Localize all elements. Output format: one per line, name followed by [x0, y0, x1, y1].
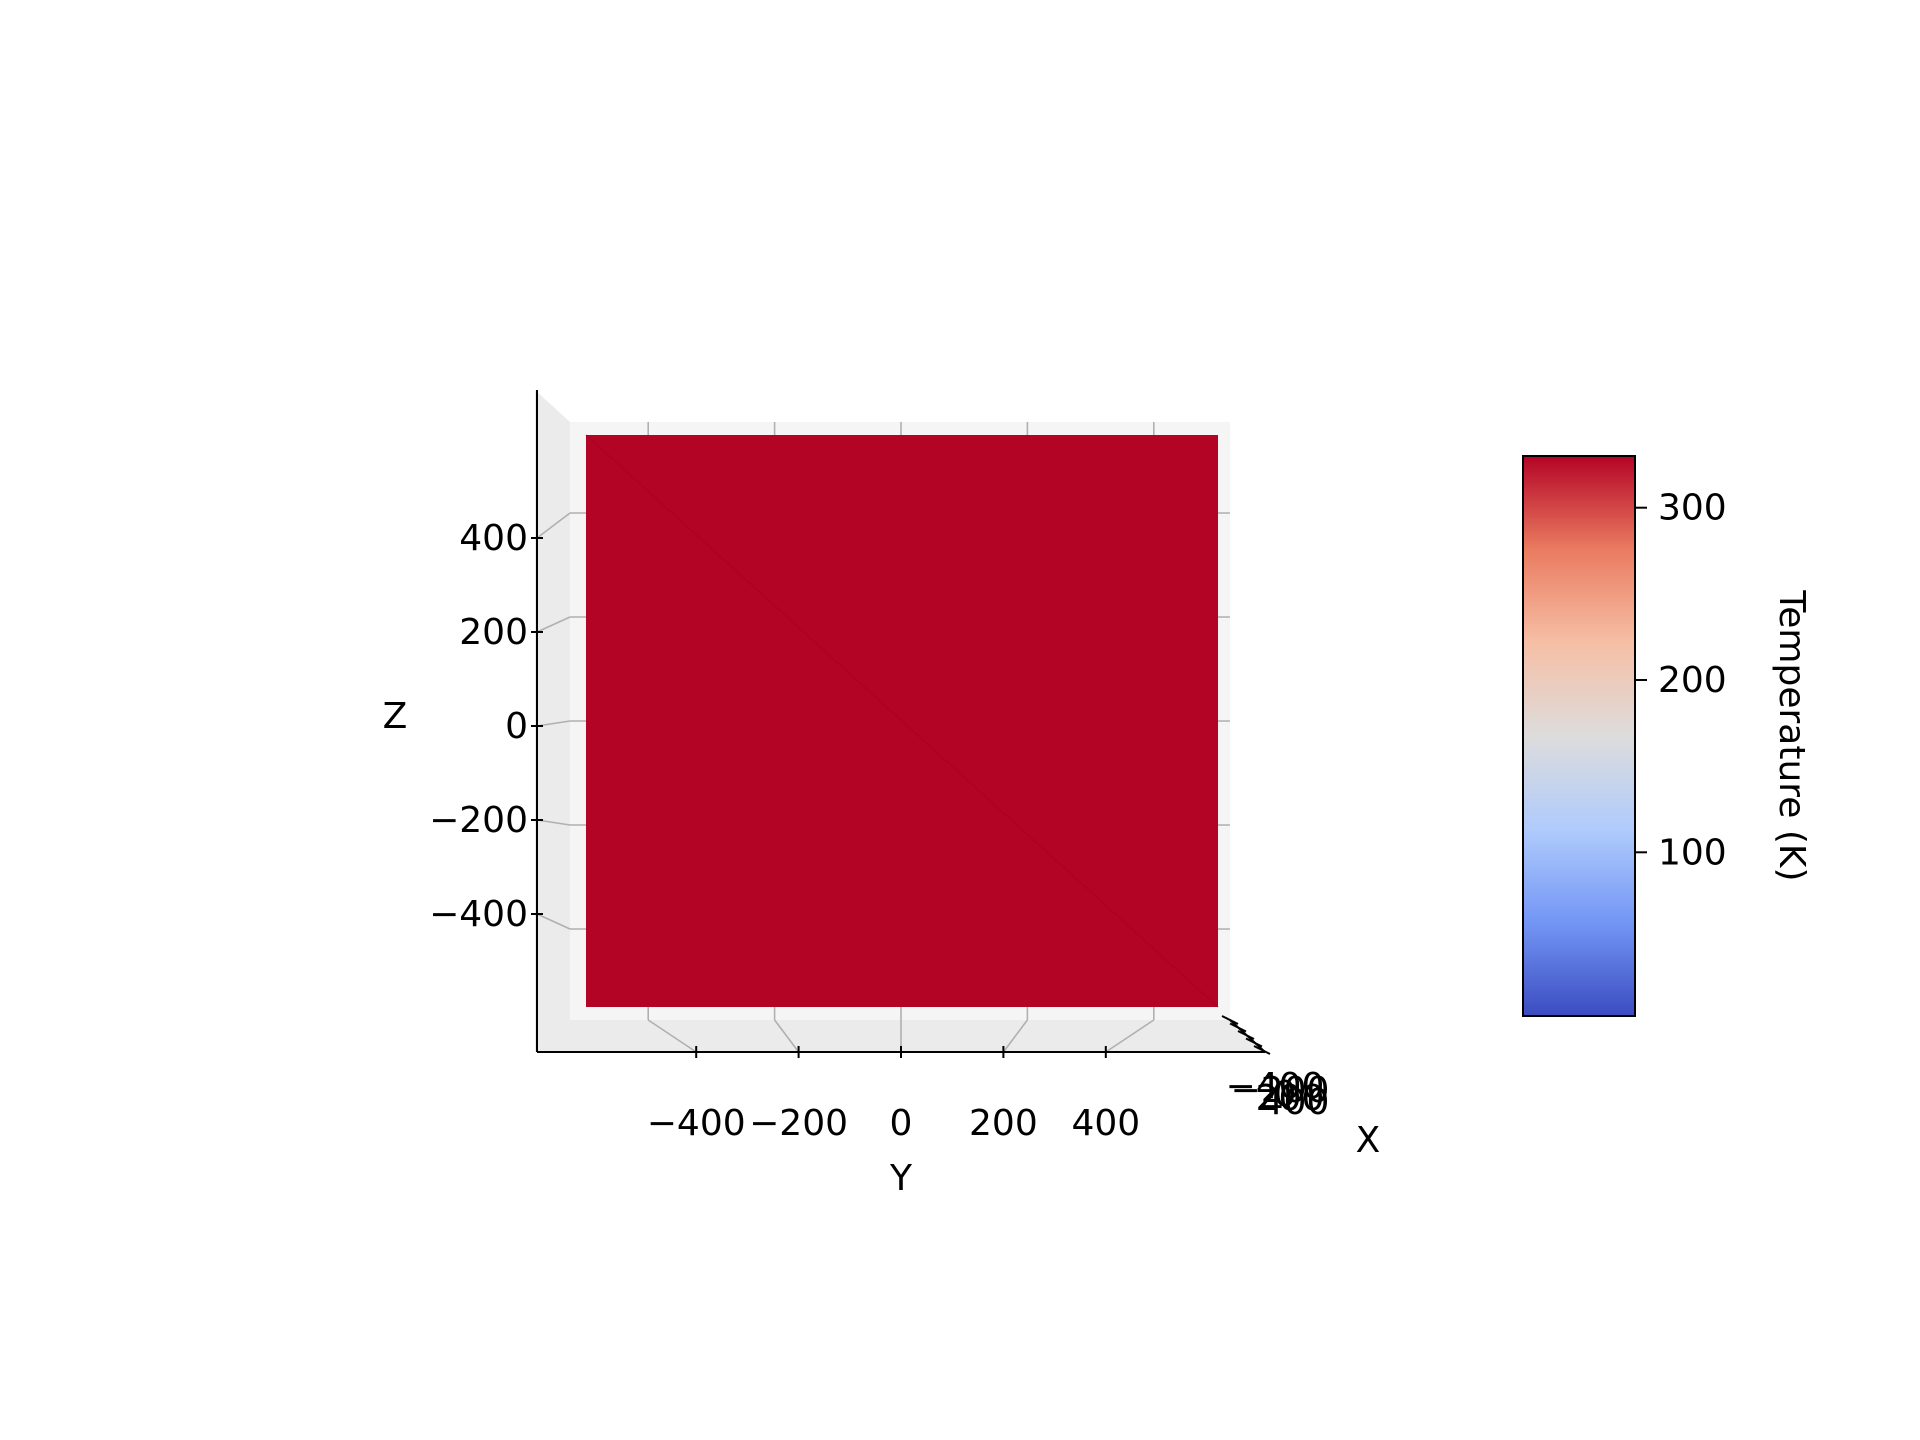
side-grid-line — [536, 512, 571, 539]
colorbar-label: Temperature (K) — [1771, 589, 1812, 881]
y-tick-label: 400 — [1071, 1103, 1140, 1144]
x-tick-mark — [1229, 1022, 1247, 1033]
z-tick-label: 200 — [459, 612, 528, 653]
colorbar: 100 200 300 Temperature (K) — [1522, 455, 1812, 1017]
x-tick-mark — [1245, 1037, 1263, 1048]
floor-grid-line — [1105, 1019, 1155, 1053]
z-tick-label: −400 — [429, 894, 528, 935]
y-tick-label: −400 — [647, 1103, 746, 1144]
y-tick-labels: −400 −200 0 200 400 — [647, 1046, 1140, 1144]
colorbar-tick-label: 100 — [1658, 832, 1727, 873]
floor-grid-line — [647, 1019, 697, 1053]
surface-diagonal — [585, 434, 1219, 1008]
z-tick-label: 400 — [459, 518, 528, 559]
floor-pane — [535, 1020, 1265, 1052]
floor-grid-line — [1002, 1019, 1029, 1053]
colorbar-tick-label: 200 — [1658, 660, 1727, 701]
z-tick-labels: −400 −200 0 200 400 — [429, 518, 543, 935]
y-axis-label: Y — [889, 1158, 913, 1199]
axes-3d — [535, 390, 1266, 1053]
x-tick-mark — [1253, 1045, 1271, 1055]
z-tick-label: 0 — [505, 706, 528, 747]
x-tick-label: −200 — [1231, 1070, 1330, 1111]
y-tick-label: −200 — [749, 1103, 848, 1144]
x-tick-label: −400 — [1226, 1066, 1325, 1107]
y-tick-label: 200 — [969, 1103, 1038, 1144]
x-tick-mark — [1221, 1015, 1239, 1025]
floor-grid-line — [773, 1019, 800, 1053]
y-tick-label: 0 — [890, 1103, 913, 1144]
colorbar-tick-label: 300 — [1658, 488, 1727, 529]
x-axis-label: X — [1356, 1120, 1381, 1161]
z-tick-label: −200 — [429, 800, 528, 841]
colorbar-ticks: 100 200 300 — [1635, 488, 1727, 873]
side-grid-line — [536, 913, 571, 930]
x-tick-mark — [1237, 1030, 1255, 1040]
x-tick-label: 0 — [1274, 1074, 1297, 1115]
left-pane — [535, 390, 570, 1052]
x-tick-label: 200 — [1256, 1078, 1325, 1119]
x-tick-label: 400 — [1261, 1082, 1330, 1123]
z-axis-label: Z — [383, 696, 408, 737]
side-grid-line — [536, 616, 571, 633]
colorbar-gradient — [1522, 455, 1636, 1017]
